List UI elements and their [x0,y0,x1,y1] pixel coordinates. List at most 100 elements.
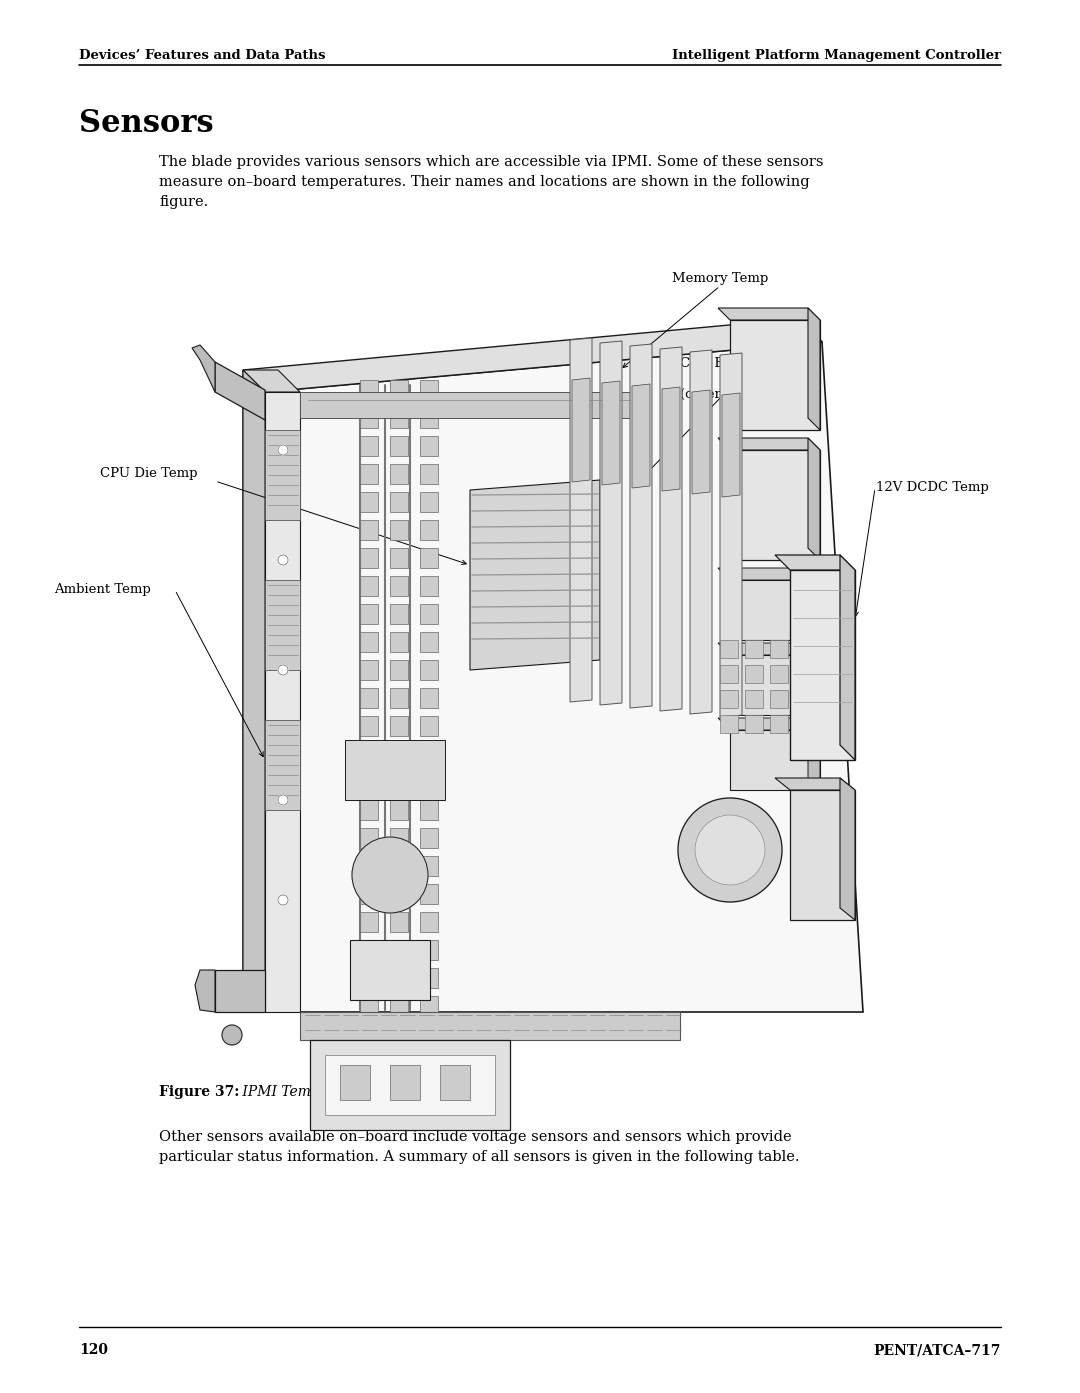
Polygon shape [325,1055,495,1114]
Polygon shape [420,464,438,483]
Polygon shape [745,715,762,733]
Polygon shape [360,547,378,568]
Text: IPMI Temperature Sensors: IPMI Temperature Sensors [238,1085,432,1099]
Polygon shape [360,436,378,456]
Polygon shape [390,380,408,400]
Polygon shape [420,912,438,932]
Polygon shape [390,716,408,736]
Text: Intelligent Platform Management Controller: Intelligent Platform Management Controll… [672,49,1001,63]
Polygon shape [360,632,378,652]
Polygon shape [360,605,378,624]
Polygon shape [360,912,378,932]
Text: (other side of PCB): (other side of PCB) [680,389,808,401]
Polygon shape [420,857,438,876]
Circle shape [352,837,428,912]
Polygon shape [345,740,445,800]
Polygon shape [420,772,438,793]
Polygon shape [808,308,820,430]
Polygon shape [730,730,820,790]
Polygon shape [215,970,265,1011]
Polygon shape [243,318,822,391]
Polygon shape [730,320,820,430]
Polygon shape [340,1066,370,1100]
Polygon shape [420,520,438,540]
Polygon shape [360,800,378,820]
Polygon shape [420,380,438,400]
Polygon shape [745,639,762,657]
Polygon shape [360,492,378,513]
Circle shape [222,1025,242,1045]
Text: Memory Temp: Memory Temp [672,272,768,286]
Polygon shape [420,547,438,568]
Polygon shape [775,779,855,790]
Text: CPU Board Temp: CPU Board Temp [680,357,796,371]
Circle shape [278,664,288,676]
Polygon shape [808,437,820,560]
Circle shape [278,894,288,905]
Polygon shape [745,664,762,683]
Polygon shape [420,688,438,708]
Polygon shape [265,343,863,1011]
Polygon shape [720,690,738,708]
Polygon shape [808,717,820,790]
Polygon shape [360,688,378,708]
Polygon shape [390,660,408,680]
Polygon shape [390,968,408,988]
Text: PENT/ATCA–717: PENT/ATCA–717 [874,1343,1001,1357]
Polygon shape [420,492,438,513]
Polygon shape [692,390,710,495]
Polygon shape [602,382,620,485]
Polygon shape [390,464,408,483]
Text: The blade provides various sensors which are accessible via IPMI. Some of these : The blade provides various sensors which… [159,155,824,209]
Polygon shape [723,393,740,497]
Polygon shape [265,391,300,1011]
Text: 12V DCDC Temp: 12V DCDC Temp [876,482,989,495]
Polygon shape [195,970,215,1011]
Polygon shape [718,644,820,655]
Polygon shape [720,352,742,717]
Text: Sensors: Sensors [79,109,214,139]
Polygon shape [390,632,408,652]
Polygon shape [770,639,788,657]
Polygon shape [570,338,592,702]
Polygon shape [360,744,378,763]
Polygon shape [215,362,265,421]
Polygon shape [470,481,600,670]
Polygon shape [360,996,378,1015]
Polygon shape [360,520,378,540]
Polygon shape [360,464,378,483]
Circle shape [278,554,288,566]
Polygon shape [718,568,820,579]
Polygon shape [350,940,430,1000]
Polygon shape [243,371,300,391]
Text: Figure 37:: Figure 37: [159,1085,240,1099]
Polygon shape [360,968,378,988]
Circle shape [278,795,288,805]
Polygon shape [243,371,265,1011]
Text: Devices’ Features and Data Paths: Devices’ Features and Data Paths [79,49,325,63]
Polygon shape [440,1066,470,1100]
Polygon shape [390,940,408,960]
Polygon shape [730,450,820,560]
Polygon shape [420,744,438,763]
Text: 120: 120 [79,1343,108,1357]
Polygon shape [300,391,640,418]
Polygon shape [390,605,408,624]
Polygon shape [390,996,408,1015]
Polygon shape [360,857,378,876]
Polygon shape [390,436,408,456]
Polygon shape [420,605,438,624]
Polygon shape [690,350,712,715]
Polygon shape [390,1066,420,1100]
Polygon shape [730,655,820,715]
Text: CPU Die Temp: CPU Die Temp [100,467,198,481]
Polygon shape [420,660,438,680]
Polygon shape [775,554,855,570]
Polygon shape [770,690,788,708]
Polygon shape [390,772,408,793]
Polygon shape [360,660,378,680]
Polygon shape [360,575,378,596]
Polygon shape [718,717,820,730]
Polygon shape [789,790,855,919]
Polygon shape [630,344,652,708]
